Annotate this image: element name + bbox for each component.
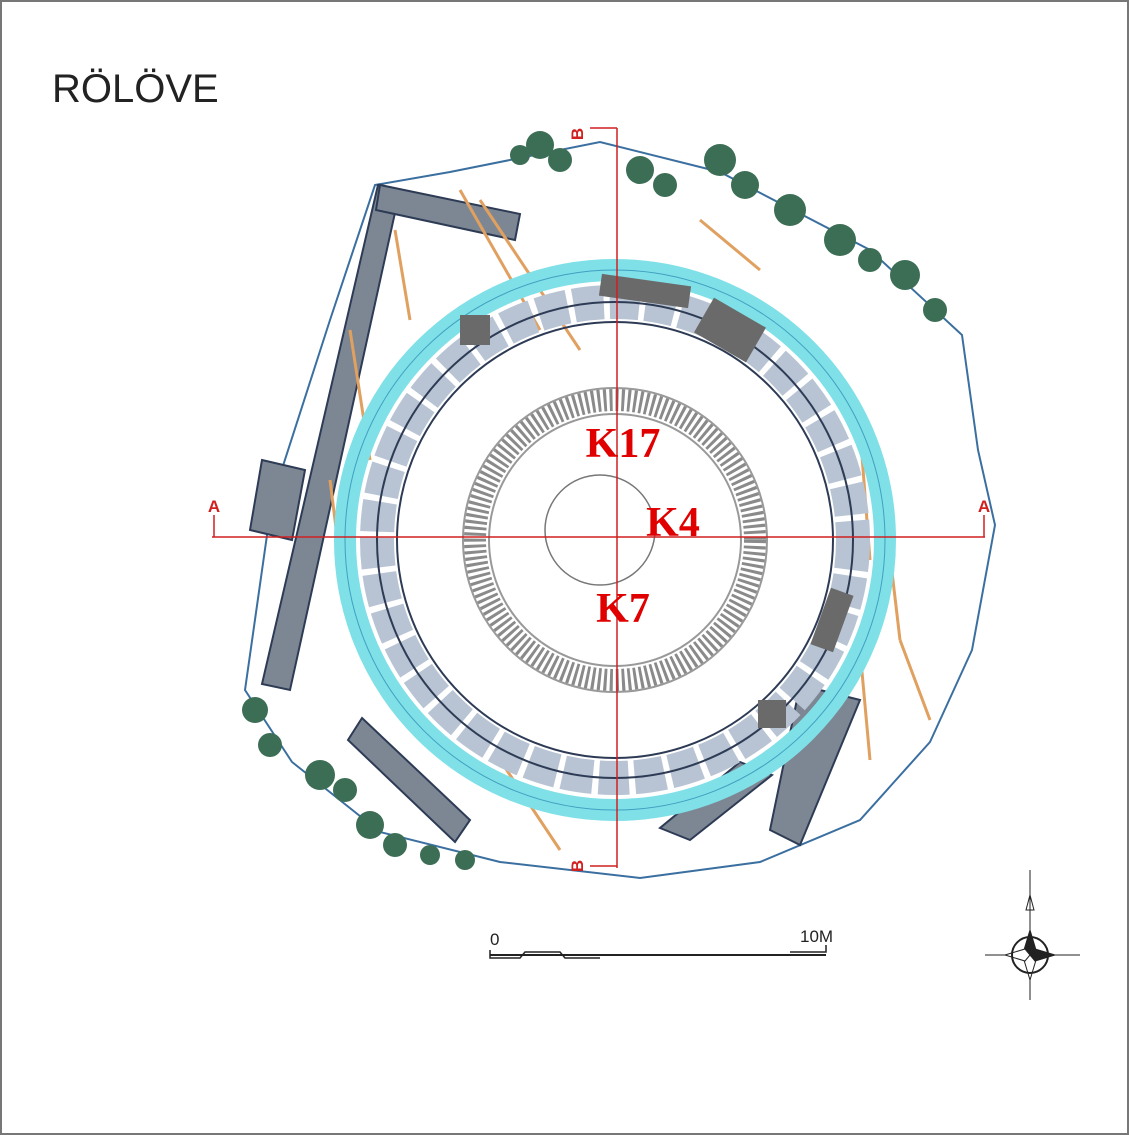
room-label: K17 — [586, 421, 661, 467]
section-marker: A — [208, 497, 220, 516]
section-marker: B — [568, 128, 587, 140]
section-marker: B — [568, 860, 587, 872]
scale-label: 10M — [800, 927, 833, 946]
scale-label: 0 — [490, 930, 499, 949]
room-label: K4 — [646, 500, 700, 546]
room-label: K7 — [596, 586, 650, 632]
survey-drawing: RÖLÖVE — [0, 0, 1129, 1135]
section-marker: A — [978, 497, 990, 516]
drawing-title: RÖLÖVE — [52, 67, 219, 111]
